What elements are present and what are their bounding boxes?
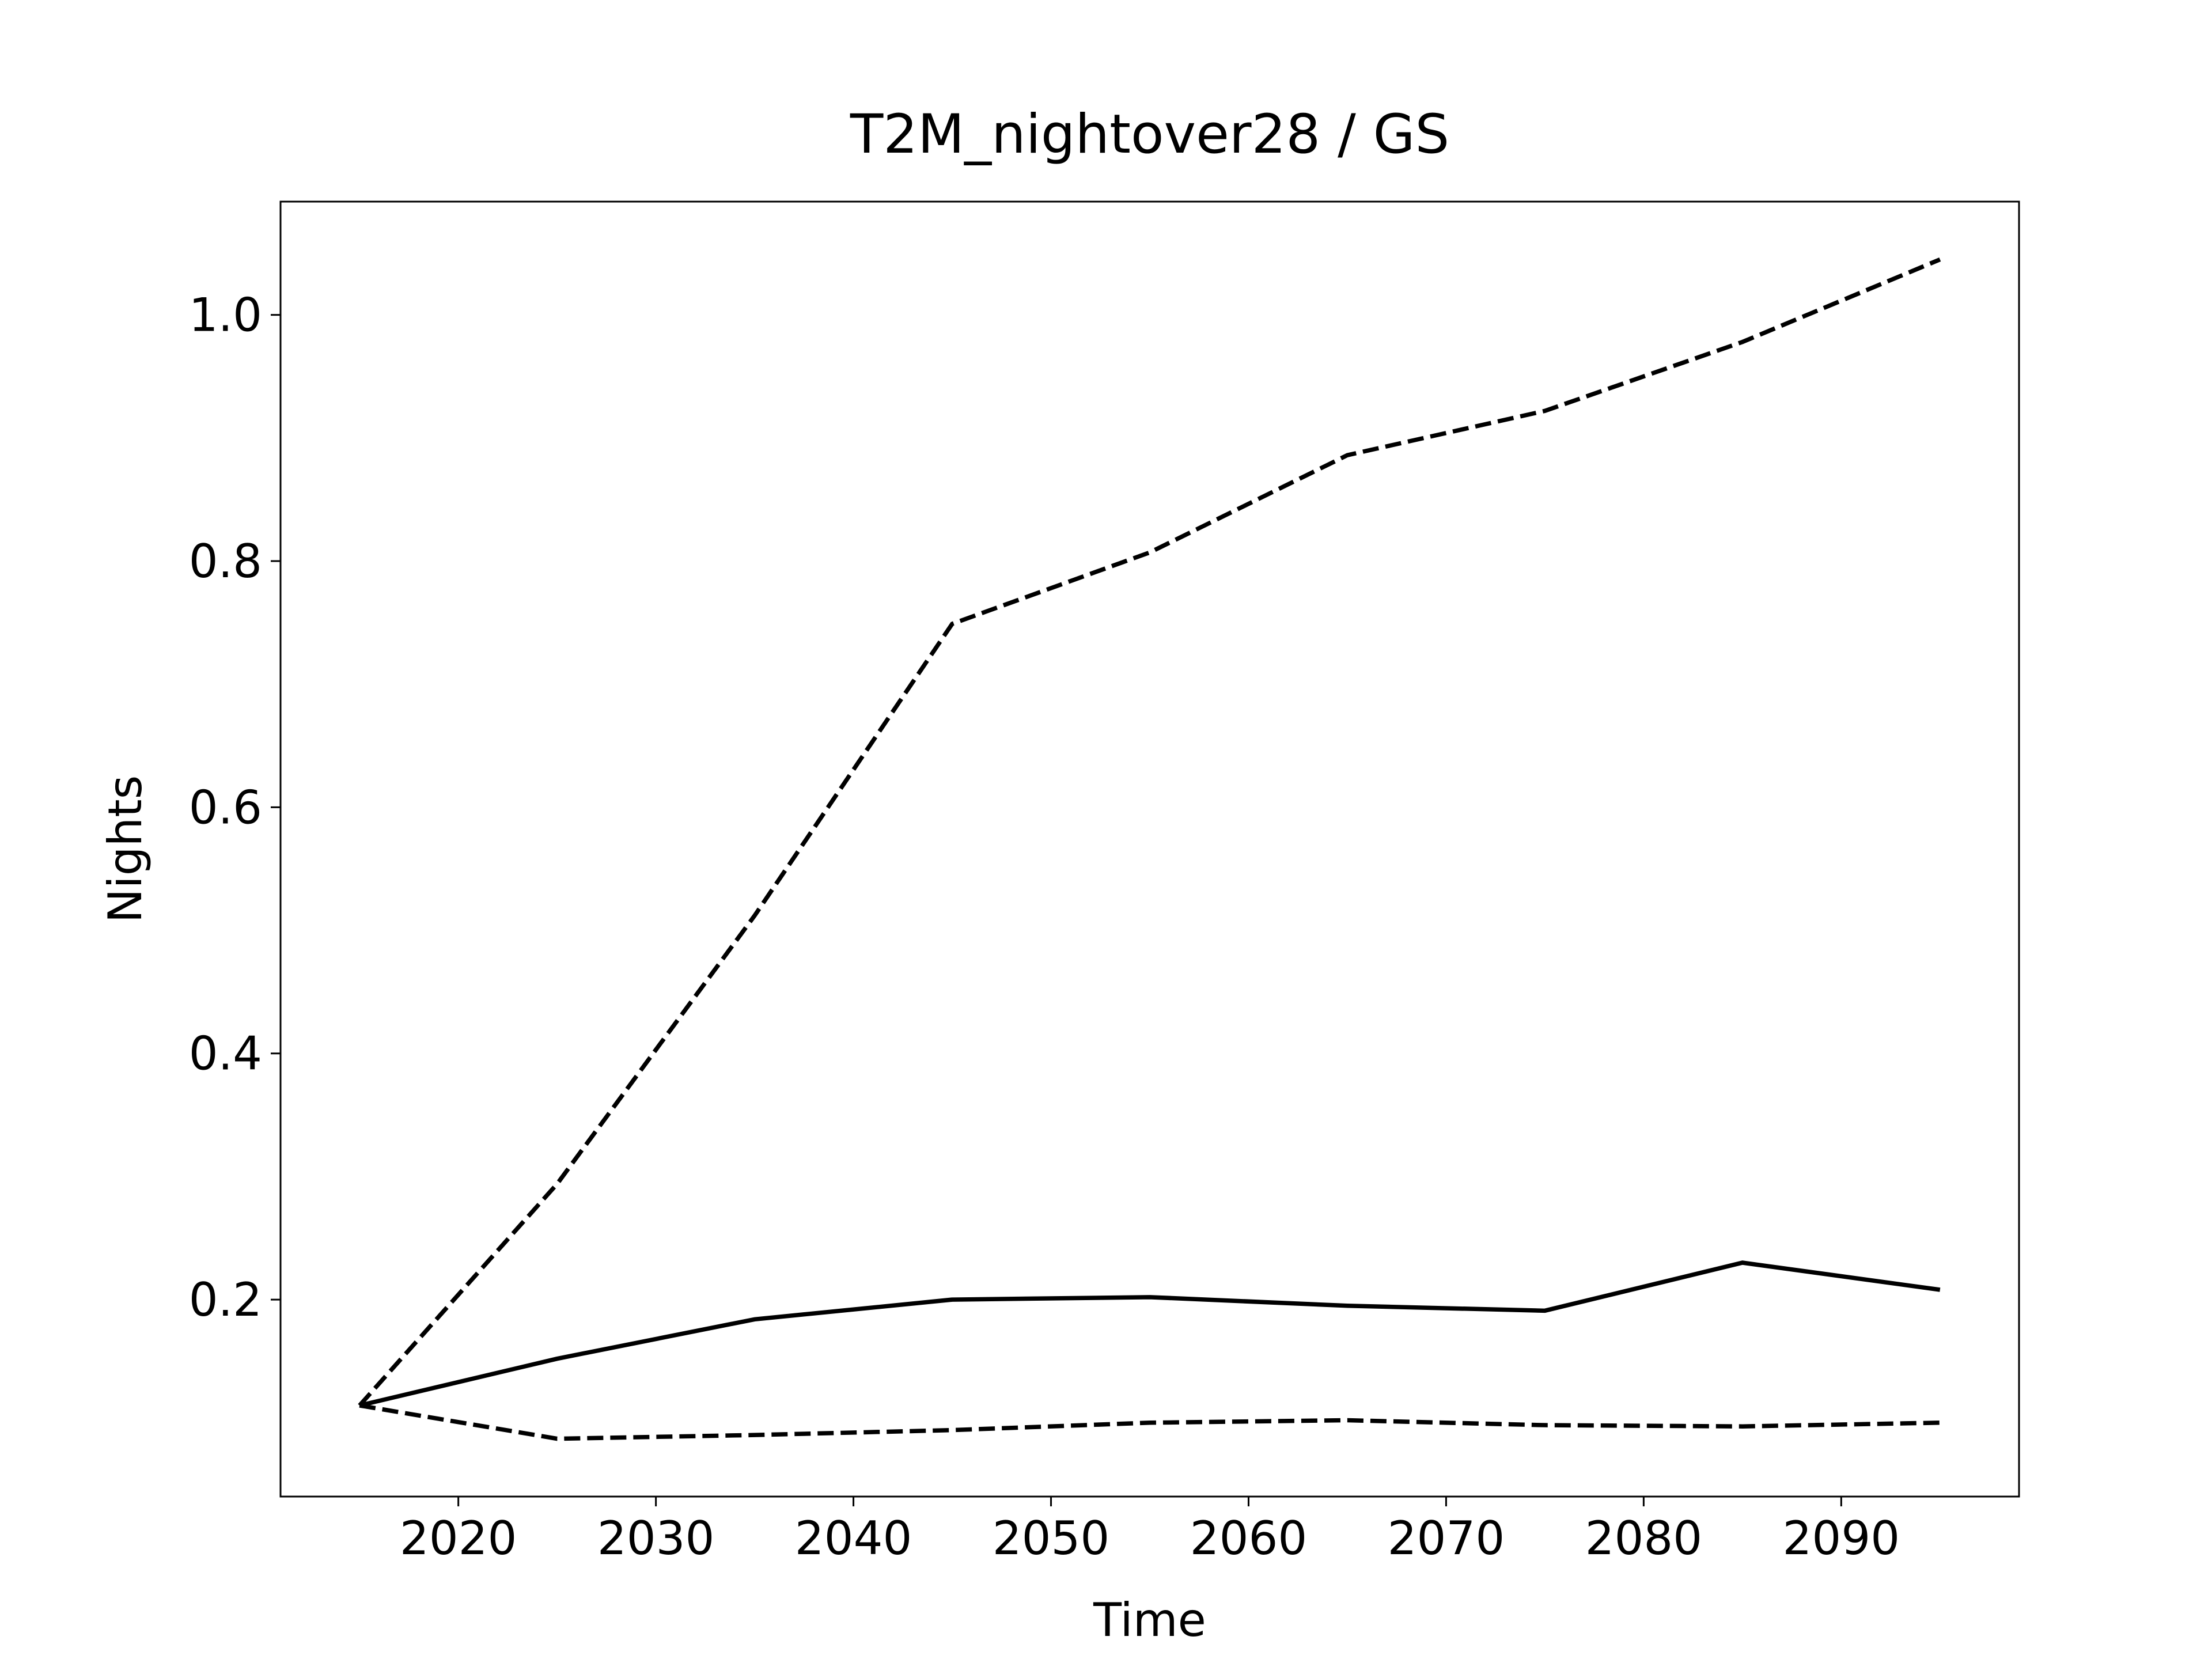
y-tick-label: 0.2 xyxy=(189,1273,262,1327)
plot-frame xyxy=(279,200,2020,1498)
x-tick-label: 2020 xyxy=(400,1512,517,1565)
data-line xyxy=(359,1403,1940,1441)
data-line xyxy=(359,1260,1941,1408)
y-tick-label: 0.6 xyxy=(189,781,262,834)
x-tick-label: 2050 xyxy=(993,1512,1110,1565)
x-tick-label: 2030 xyxy=(597,1512,715,1565)
x-tick-label: 2060 xyxy=(1190,1512,1308,1565)
x-axis-label: Time xyxy=(1093,1593,1206,1647)
data-line xyxy=(358,257,1941,1407)
y-tick-label: 1.0 xyxy=(189,289,262,342)
x-tick-label: 2040 xyxy=(795,1512,912,1565)
y-tick-label: 0.4 xyxy=(189,1027,262,1081)
y-tick-label: 0.8 xyxy=(189,535,262,588)
x-tick-label: 2080 xyxy=(1585,1512,1703,1565)
chart-title: T2M_nightover28 / GS xyxy=(850,103,1449,166)
y-axis-label: Nights xyxy=(99,775,152,923)
x-tick-label: 2090 xyxy=(1783,1512,1900,1565)
x-tick-label: 2070 xyxy=(1388,1512,1505,1565)
